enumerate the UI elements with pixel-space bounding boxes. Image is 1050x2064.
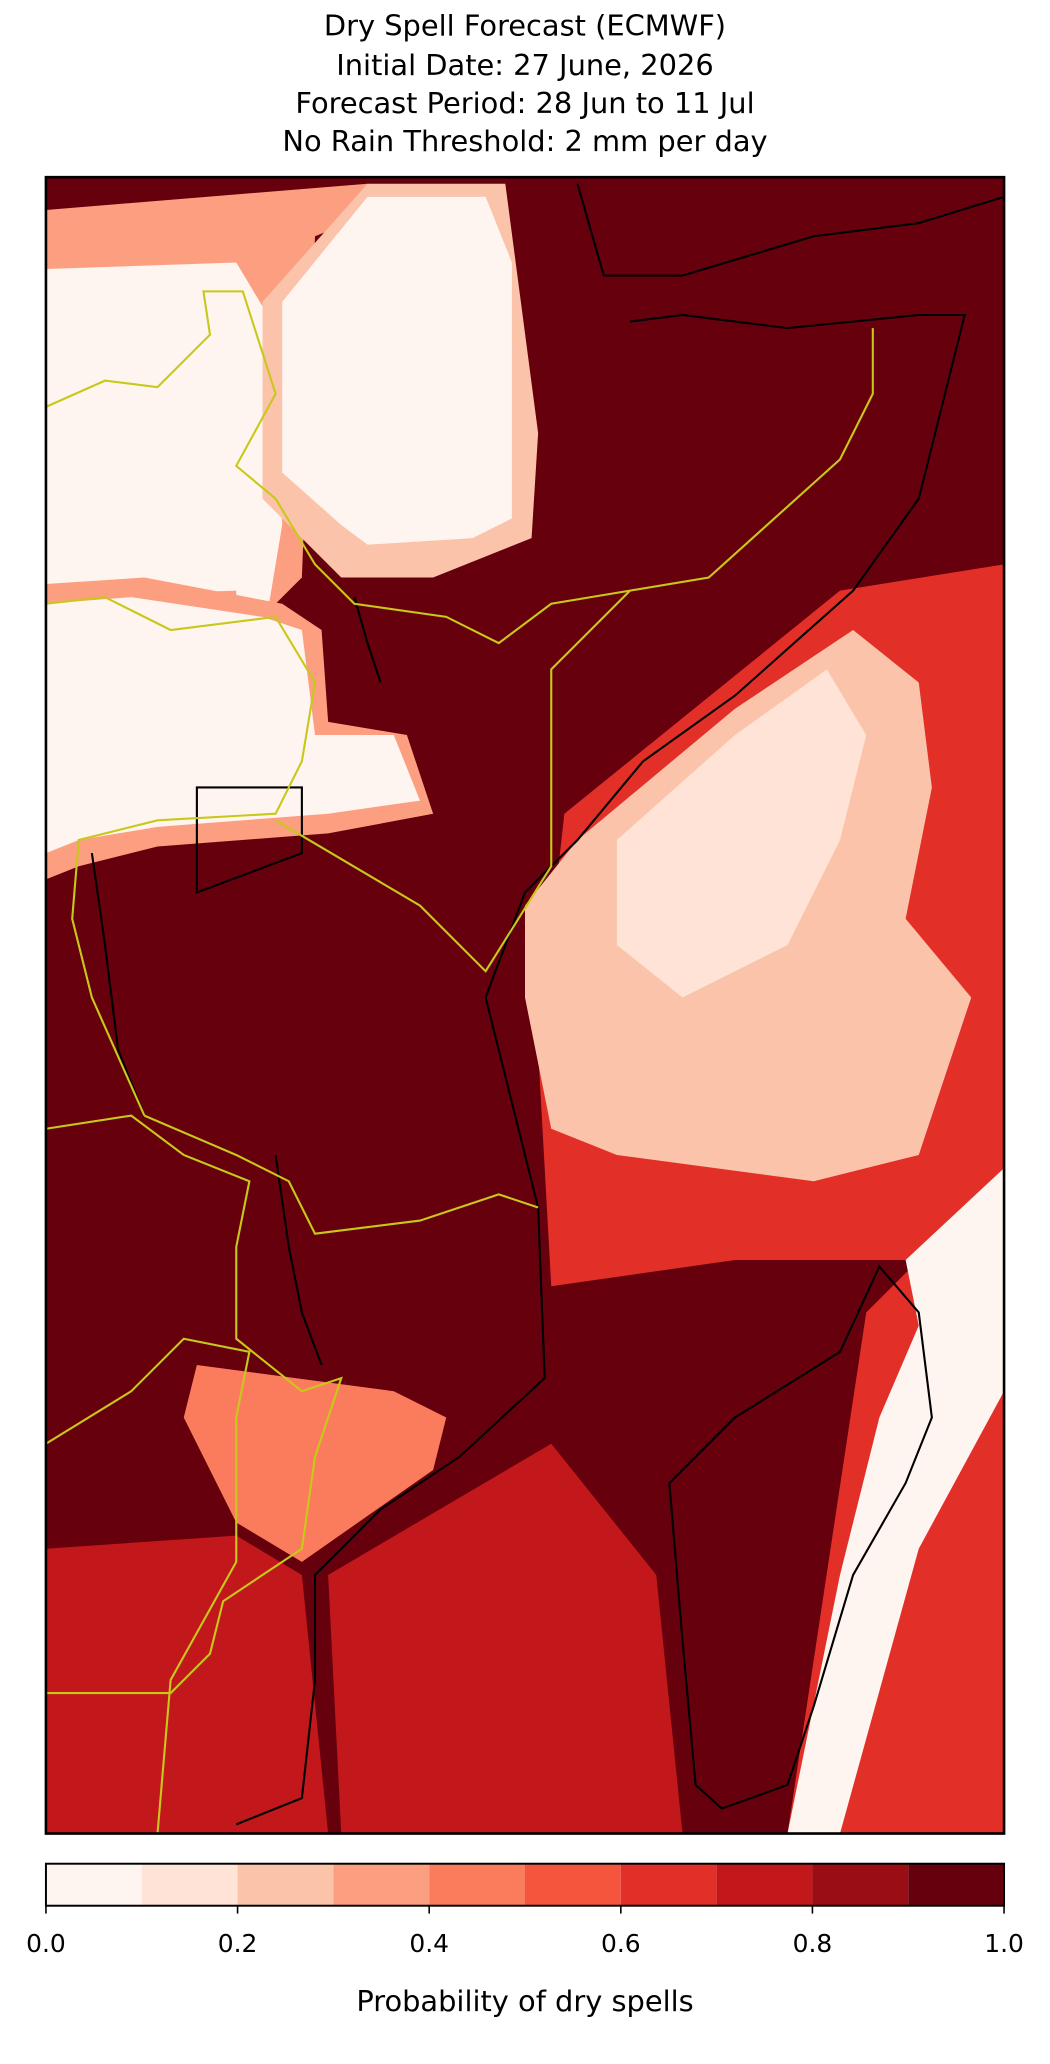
tick-label: 0.2 [218,1929,258,1958]
coastline [90,852,146,1116]
chart-title: Dry Spell Forecast (ECMWF) [324,9,726,43]
colorbar-bin [45,1863,142,1906]
map-frame [44,175,1006,1835]
border [143,1114,539,1235]
colorbar-frame [44,1862,1006,1907]
border [45,1114,343,1695]
tick-label: 0.8 [793,1929,833,1958]
colorbar-bin [812,1863,909,1906]
colorbar-bin [141,1863,238,1906]
tick-label: 1.0 [984,1929,1024,1958]
colorbar-bin [716,1863,813,1906]
chart-subtitle: Initial Date: 27 June, 2026 [336,48,713,82]
map [45,177,1005,1834]
border [275,589,631,973]
map-field [45,597,421,854]
tick-label: 0.6 [601,1929,641,1958]
colorbar-bin [620,1863,717,1906]
coastline [195,786,303,894]
colorbar-bin [908,1863,1005,1906]
colorbar-bin [333,1863,430,1906]
colorbar-bin [525,1863,621,1906]
map-field [282,196,512,545]
tick-label: 0.0 [26,1929,66,1958]
colorbar-label: Probability of dry spells [356,1984,693,2018]
colorbar-bin [429,1863,525,1906]
map-field [616,669,867,998]
map-field [328,1443,683,1834]
border [45,596,317,1117]
coastline [353,596,382,683]
coastline [274,1154,323,1366]
coastline [576,183,1005,277]
map-field [45,1535,329,1834]
map-field [45,262,283,617]
chart-subtitle: Forecast Period: 28 Jun to 11 Jul [295,86,754,120]
coastline [668,1264,933,1810]
border [45,1337,251,1834]
tick-label: 0.4 [409,1929,449,1958]
colorbar-bin [237,1863,334,1906]
chart-subtitle: No Rain Threshold: 2 mm per day [282,124,767,158]
border [45,290,874,645]
